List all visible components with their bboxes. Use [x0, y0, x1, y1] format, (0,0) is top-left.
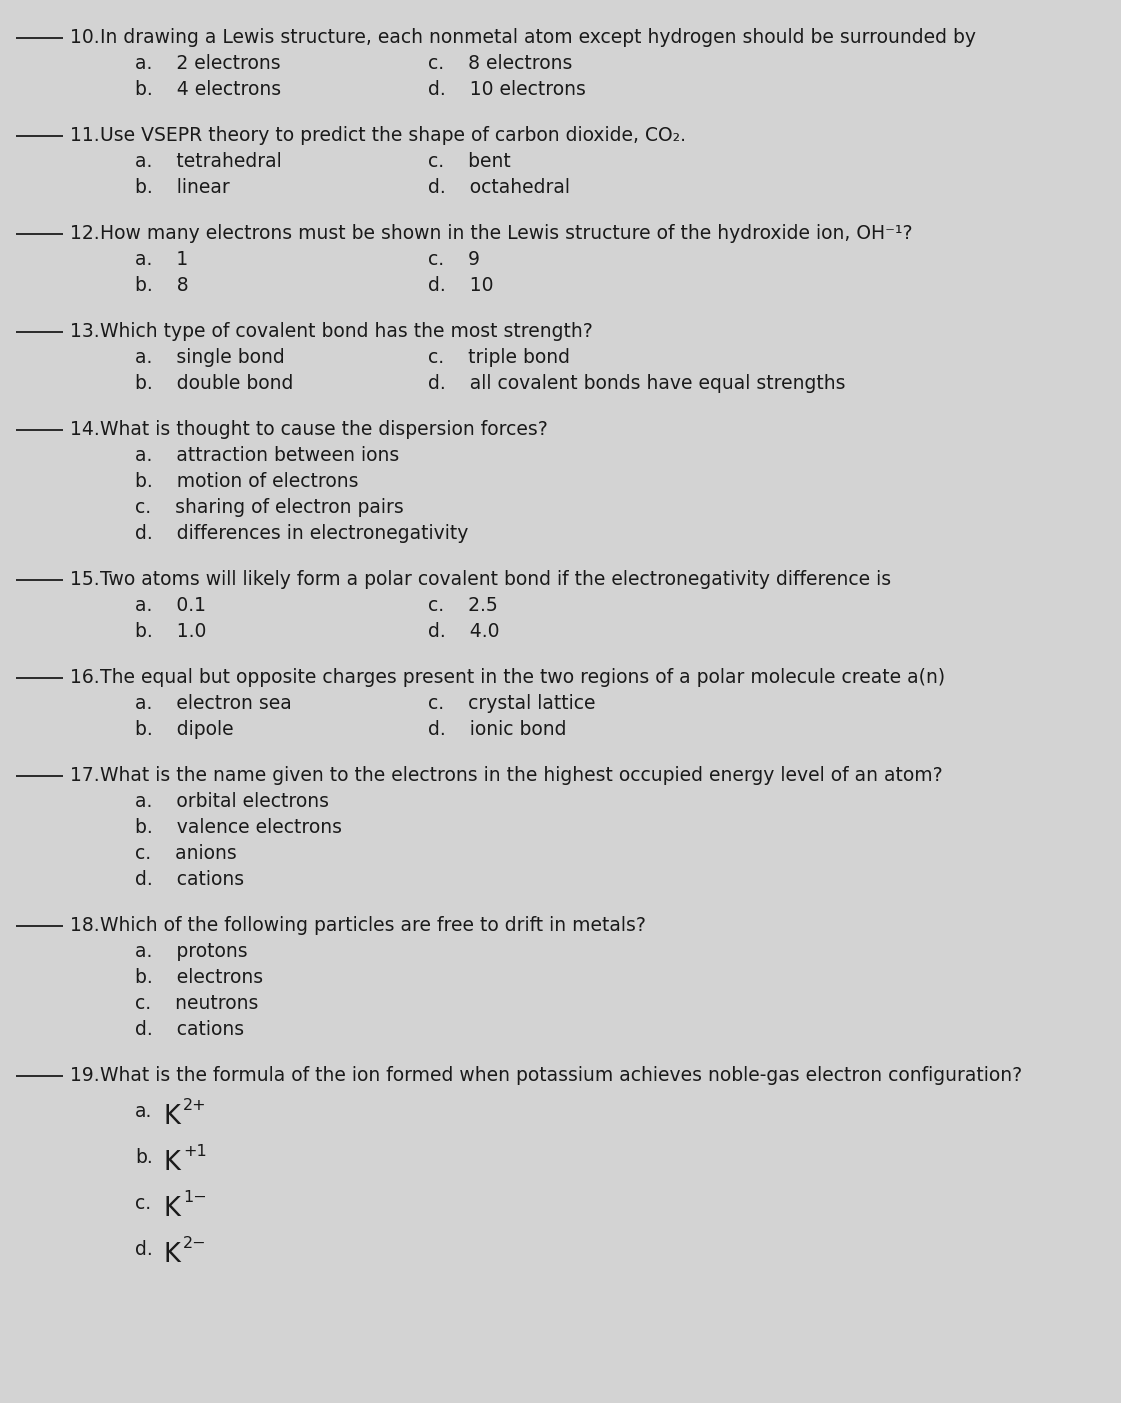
Text: 12.: 12. — [70, 224, 100, 243]
Text: b.    8: b. 8 — [136, 276, 189, 295]
Text: d.: d. — [136, 1240, 154, 1258]
Text: In drawing a Lewis structure, each nonmetal atom except hydrogen should be surro: In drawing a Lewis structure, each nonme… — [101, 28, 976, 46]
Text: Two atoms will likely form a polar covalent bond if the electronegativity differ: Two atoms will likely form a polar coval… — [101, 570, 891, 589]
Text: 15.: 15. — [70, 570, 100, 589]
Text: a.: a. — [136, 1101, 152, 1121]
Text: a.    0.1: a. 0.1 — [136, 596, 206, 615]
Text: c.    9: c. 9 — [428, 250, 480, 269]
Text: 14.: 14. — [70, 419, 100, 439]
Text: 11.: 11. — [70, 126, 100, 145]
Text: Which type of covalent bond has the most strength?: Which type of covalent bond has the most… — [101, 323, 593, 341]
Text: K: K — [164, 1195, 180, 1222]
Text: d.    cations: d. cations — [136, 1020, 244, 1040]
Text: b.    valence electrons: b. valence electrons — [136, 818, 342, 838]
Text: What is the formula of the ion formed when potassium achieves noble-gas electron: What is the formula of the ion formed wh… — [101, 1066, 1022, 1085]
Text: d.    all covalent bonds have equal strengths: d. all covalent bonds have equal strengt… — [428, 375, 845, 393]
Text: d.    octahedral: d. octahedral — [428, 178, 569, 196]
Text: a.    tetrahedral: a. tetrahedral — [136, 152, 282, 171]
Text: K: K — [164, 1242, 180, 1268]
Text: What is thought to cause the dispersion forces?: What is thought to cause the dispersion … — [101, 419, 548, 439]
Text: What is the name given to the electrons in the highest occupied energy level of : What is the name given to the electrons … — [101, 766, 943, 786]
Text: 2−: 2− — [184, 1236, 206, 1251]
Text: c.    8 electrons: c. 8 electrons — [428, 53, 572, 73]
Text: b.    motion of electrons: b. motion of electrons — [136, 471, 359, 491]
Text: c.    neutrons: c. neutrons — [136, 993, 259, 1013]
Text: How many electrons must be shown in the Lewis structure of the hydroxide ion, OH: How many electrons must be shown in the … — [101, 224, 912, 243]
Text: c.    triple bond: c. triple bond — [428, 348, 569, 368]
Text: b.    4 electrons: b. 4 electrons — [136, 80, 281, 100]
Text: d.    10 electrons: d. 10 electrons — [428, 80, 585, 100]
Text: a.    orbital electrons: a. orbital electrons — [136, 793, 330, 811]
Text: b.    electrons: b. electrons — [136, 968, 263, 986]
Text: d.    ionic bond: d. ionic bond — [428, 720, 566, 739]
Text: c.    crystal lattice: c. crystal lattice — [428, 694, 595, 713]
Text: 18.: 18. — [70, 916, 100, 934]
Text: a.    protons: a. protons — [136, 941, 248, 961]
Text: K: K — [164, 1150, 180, 1176]
Text: 2+: 2+ — [184, 1099, 207, 1113]
Text: a.    2 electrons: a. 2 electrons — [136, 53, 281, 73]
Text: b.    linear: b. linear — [136, 178, 230, 196]
Text: 1−: 1− — [184, 1190, 207, 1205]
Text: b.: b. — [136, 1148, 154, 1167]
Text: 16.: 16. — [70, 668, 100, 687]
Text: c.    sharing of electron pairs: c. sharing of electron pairs — [136, 498, 404, 516]
Text: 13.: 13. — [70, 323, 100, 341]
Text: c.    bent: c. bent — [428, 152, 510, 171]
Text: +1: +1 — [184, 1143, 207, 1159]
Text: d.    differences in electronegativity: d. differences in electronegativity — [136, 523, 469, 543]
Text: 19.: 19. — [70, 1066, 100, 1085]
Text: K: K — [164, 1104, 180, 1129]
Text: c.    anions: c. anions — [136, 845, 237, 863]
Text: a.    1: a. 1 — [136, 250, 188, 269]
Text: The equal but opposite charges present in the two regions of a polar molecule cr: The equal but opposite charges present i… — [101, 668, 945, 687]
Text: b.    1.0: b. 1.0 — [136, 622, 206, 641]
Text: a.    attraction between ions: a. attraction between ions — [136, 446, 399, 464]
Text: b.    dipole: b. dipole — [136, 720, 234, 739]
Text: c.: c. — [136, 1194, 151, 1214]
Text: 10.: 10. — [70, 28, 100, 46]
Text: Which of the following particles are free to drift in metals?: Which of the following particles are fre… — [101, 916, 647, 934]
Text: d.    cations: d. cations — [136, 870, 244, 890]
Text: Use VSEPR theory to predict the shape of carbon dioxide, CO₂.: Use VSEPR theory to predict the shape of… — [101, 126, 686, 145]
Text: d.    10: d. 10 — [428, 276, 493, 295]
Text: a.    single bond: a. single bond — [136, 348, 285, 368]
Text: d.    4.0: d. 4.0 — [428, 622, 499, 641]
Text: c.    2.5: c. 2.5 — [428, 596, 498, 615]
Text: b.    double bond: b. double bond — [136, 375, 294, 393]
Text: 17.: 17. — [70, 766, 100, 786]
Text: a.    electron sea: a. electron sea — [136, 694, 293, 713]
